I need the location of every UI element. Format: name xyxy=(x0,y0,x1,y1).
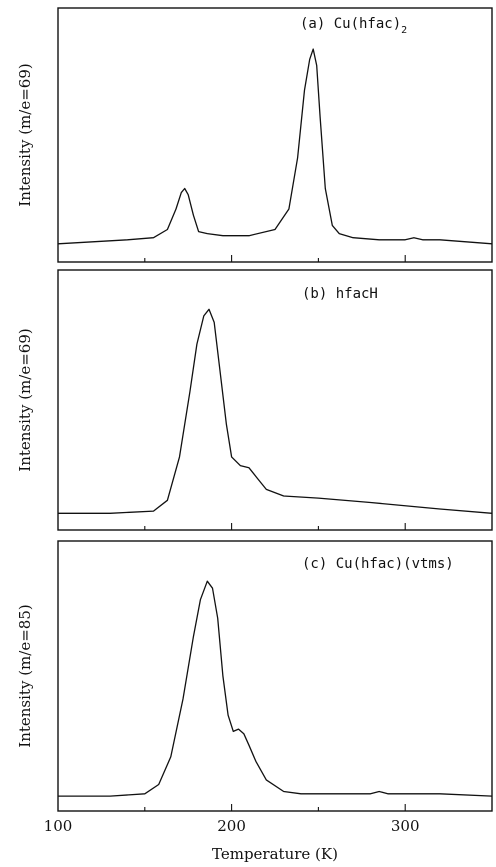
panel-a-ticks xyxy=(144,255,406,262)
x-tick-label-300: 300 xyxy=(391,817,420,835)
x-axis-label: Temperature (K) xyxy=(212,845,338,863)
panel-c-frame xyxy=(57,540,493,812)
panel-a-label: (a) Cu(hfac)2 xyxy=(300,16,407,36)
panel-c-ticks xyxy=(144,804,406,811)
panel-b-ylabel: Intensity (m/e=69) xyxy=(16,328,34,471)
x-tick-label-100: 100 xyxy=(44,817,73,835)
panel-a-ylabel: Intensity (m/e=69) xyxy=(16,63,34,206)
panel-c: (c) Cu(hfac)(vtms) Intensity (m/e=85) xyxy=(16,540,493,812)
panel-b-frame xyxy=(57,269,493,531)
panel-b-series-line xyxy=(58,308,493,514)
panel-b-label: (b) hfacH xyxy=(302,286,378,302)
panel-a-frame xyxy=(57,7,493,263)
panel-b-ticks xyxy=(144,523,406,530)
panel-a: (a) Cu(hfac)2 Intensity (m/e=69) xyxy=(16,7,493,263)
panel-c-series-line xyxy=(58,580,493,797)
x-tick-label-200: 200 xyxy=(217,817,246,835)
panel-a-series-line xyxy=(57,48,493,245)
x-tick-labels: 100 200 300 xyxy=(44,817,420,835)
panel-c-label: (c) Cu(hfac)(vtms) xyxy=(302,556,454,572)
panel-c-ylabel: Intensity (m/e=85) xyxy=(16,604,34,747)
panel-b: (b) hfacH Intensity (m/e=69) xyxy=(16,269,493,531)
